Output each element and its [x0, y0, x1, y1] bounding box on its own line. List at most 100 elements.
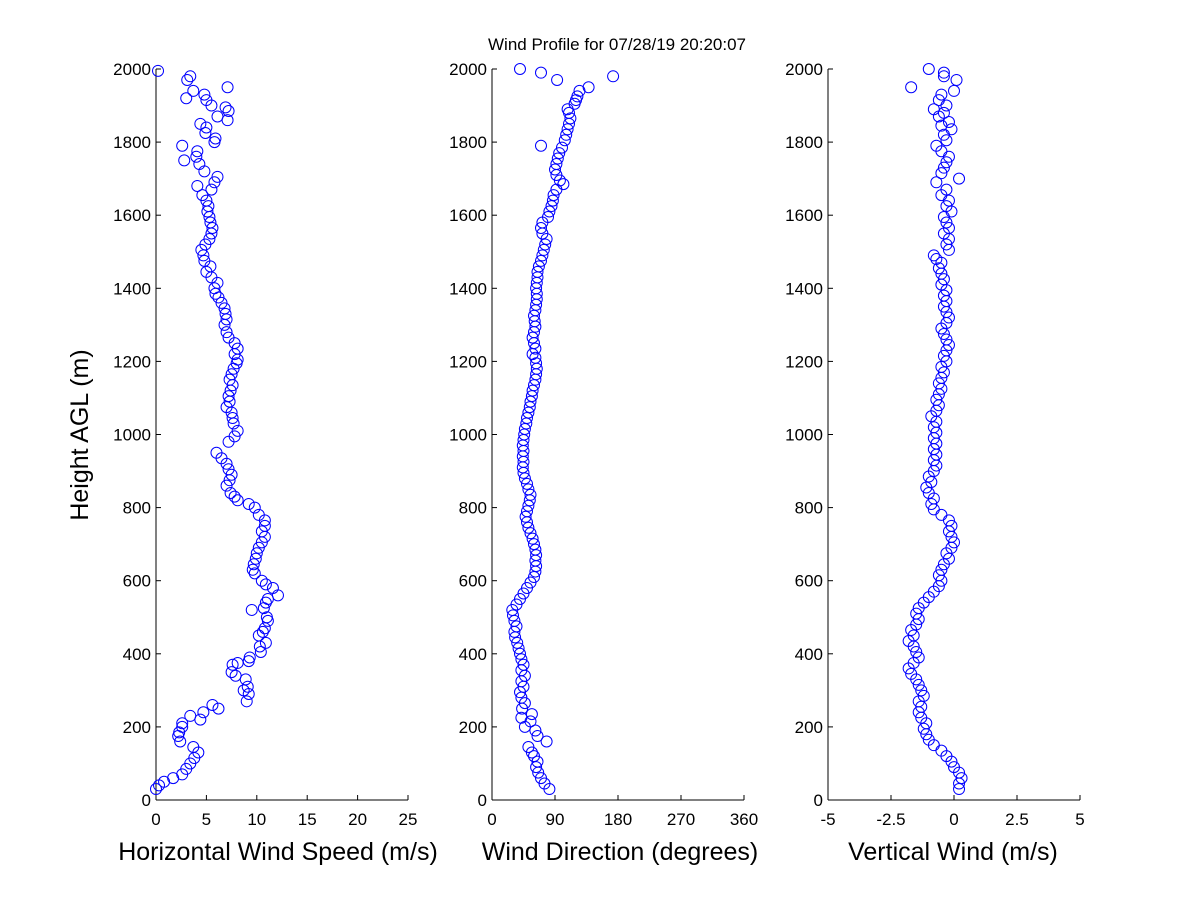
data-point — [917, 722, 930, 735]
x-axis-label: Horizontal Wind Speed (m/s) — [118, 838, 438, 866]
data-point — [515, 653, 528, 666]
data-point — [197, 706, 210, 719]
data-point — [515, 711, 528, 724]
data-point — [220, 326, 233, 339]
y-tick-label: 1800 — [785, 133, 823, 152]
data-point — [935, 88, 948, 101]
x-tick-label: 25 — [399, 810, 418, 829]
data-point — [208, 176, 221, 189]
data-point — [940, 156, 953, 169]
data-point — [927, 103, 940, 116]
data-point — [553, 147, 566, 160]
y-tick-label: 1000 — [785, 426, 823, 445]
data-point — [243, 651, 256, 664]
data-point — [907, 629, 920, 642]
x-tick-label: 0 — [487, 810, 496, 829]
data-point — [222, 463, 235, 476]
data-point — [927, 249, 940, 262]
data-point — [196, 189, 209, 202]
y-tick-label: 1200 — [449, 352, 487, 371]
data-point — [521, 412, 533, 425]
data-point — [950, 73, 963, 86]
panel-3: 0 200 400 600 800 1000 1200 1400 1600 1800 2000 -5 -… — [785, 60, 1085, 866]
data-point — [940, 200, 953, 213]
data-point — [912, 678, 925, 691]
y-tick-label: 200 — [795, 718, 823, 737]
data-point — [225, 468, 238, 481]
data-point — [942, 311, 955, 324]
x-tick-label: 270 — [667, 810, 695, 829]
data-point — [535, 772, 547, 785]
data-point — [252, 629, 265, 642]
data-point — [582, 81, 595, 94]
data-point — [200, 121, 213, 134]
data-point — [229, 669, 242, 682]
data-point — [255, 525, 268, 538]
y-tick-label: 200 — [123, 718, 151, 737]
data-point — [528, 750, 540, 763]
data-point — [260, 611, 273, 624]
data-point — [522, 741, 535, 754]
data-point — [176, 720, 189, 733]
data-point — [187, 741, 200, 754]
data-point — [910, 645, 923, 658]
data-point — [220, 479, 233, 492]
data-point — [546, 194, 559, 207]
data-point — [935, 119, 948, 132]
data-point — [224, 486, 237, 499]
data-point — [539, 238, 552, 251]
y-tick-label: 1400 — [113, 279, 151, 298]
y-tick-label: 400 — [459, 645, 487, 664]
data-point — [511, 636, 524, 649]
data-point — [226, 658, 239, 671]
data-point — [549, 163, 561, 176]
data-point — [564, 112, 577, 125]
data-point — [927, 421, 940, 434]
data-point — [930, 393, 943, 406]
data-point — [937, 273, 950, 286]
x-tick-label: 90 — [546, 810, 565, 829]
data-point — [176, 717, 189, 730]
x-tick-label: 10 — [247, 810, 266, 829]
data-point — [932, 94, 945, 107]
data-point — [915, 700, 928, 713]
data-point — [522, 483, 535, 496]
data-point — [228, 490, 241, 503]
data-point — [221, 81, 234, 94]
data-point — [543, 205, 556, 218]
data-point — [940, 333, 953, 346]
data-point — [150, 783, 162, 796]
y-tick-label: 0 — [142, 791, 151, 810]
data-point — [547, 189, 560, 202]
data-point — [208, 282, 221, 295]
data-point — [529, 724, 542, 737]
data-point — [937, 366, 950, 379]
y-tick-label: 600 — [459, 572, 487, 591]
data-point — [905, 667, 918, 680]
data-point — [512, 642, 525, 655]
data-point — [152, 64, 165, 77]
data-point — [542, 211, 554, 224]
y-tick-label: 200 — [459, 718, 487, 737]
data-point — [942, 115, 955, 128]
y-tick-label: 1800 — [113, 133, 151, 152]
data-point — [561, 123, 574, 136]
data-point — [937, 66, 950, 79]
data-point — [510, 620, 523, 633]
data-point — [531, 730, 544, 743]
y-tick-label: 1600 — [785, 206, 823, 225]
data-point — [254, 645, 267, 658]
data-point — [557, 178, 570, 191]
data-point — [206, 698, 219, 711]
data-point — [231, 424, 244, 437]
data-point — [607, 70, 620, 83]
data-point — [222, 105, 235, 118]
data-point — [940, 216, 953, 229]
data-point — [912, 651, 925, 664]
data-point — [550, 158, 563, 171]
data-point — [935, 167, 948, 180]
data-point — [537, 243, 550, 256]
data-point — [219, 101, 232, 114]
